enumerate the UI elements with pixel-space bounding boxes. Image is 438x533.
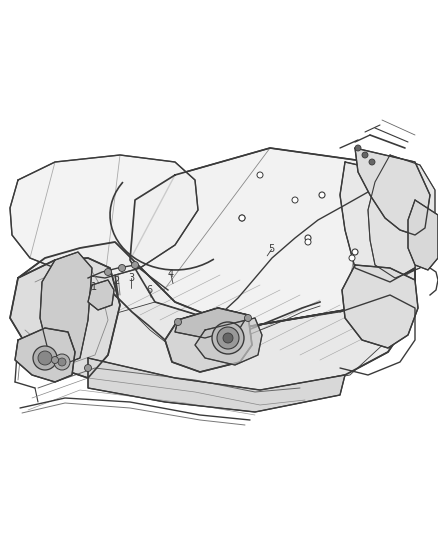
Circle shape bbox=[292, 197, 298, 203]
Circle shape bbox=[369, 159, 375, 165]
Polygon shape bbox=[130, 148, 415, 328]
Circle shape bbox=[174, 319, 181, 326]
Polygon shape bbox=[88, 358, 345, 412]
Circle shape bbox=[223, 333, 233, 343]
Polygon shape bbox=[165, 308, 252, 372]
Polygon shape bbox=[175, 308, 248, 338]
Text: 4: 4 bbox=[168, 269, 174, 279]
Circle shape bbox=[52, 357, 59, 364]
Polygon shape bbox=[355, 148, 430, 235]
Polygon shape bbox=[340, 162, 420, 282]
Text: 3: 3 bbox=[128, 273, 134, 283]
Circle shape bbox=[58, 358, 66, 366]
Circle shape bbox=[239, 215, 245, 221]
Text: 5: 5 bbox=[268, 245, 275, 254]
Circle shape bbox=[85, 365, 92, 372]
Circle shape bbox=[217, 327, 239, 349]
Circle shape bbox=[305, 239, 311, 245]
Circle shape bbox=[362, 152, 368, 158]
Circle shape bbox=[305, 235, 311, 241]
Polygon shape bbox=[10, 155, 198, 278]
Polygon shape bbox=[195, 318, 262, 365]
Polygon shape bbox=[58, 270, 415, 392]
Circle shape bbox=[54, 354, 70, 370]
Circle shape bbox=[131, 262, 138, 269]
Circle shape bbox=[33, 346, 57, 370]
Circle shape bbox=[105, 269, 112, 276]
Polygon shape bbox=[342, 265, 418, 348]
Circle shape bbox=[257, 172, 263, 178]
Circle shape bbox=[349, 255, 355, 261]
Text: 1: 1 bbox=[91, 282, 97, 292]
Polygon shape bbox=[15, 328, 75, 382]
Polygon shape bbox=[88, 280, 114, 310]
Circle shape bbox=[352, 249, 358, 255]
Polygon shape bbox=[40, 252, 92, 365]
Circle shape bbox=[319, 192, 325, 198]
Circle shape bbox=[38, 351, 52, 365]
Circle shape bbox=[212, 322, 244, 354]
Circle shape bbox=[239, 215, 245, 221]
Polygon shape bbox=[368, 155, 435, 278]
Circle shape bbox=[355, 145, 361, 151]
Text: 2: 2 bbox=[113, 277, 119, 286]
Circle shape bbox=[119, 264, 126, 271]
Circle shape bbox=[244, 314, 251, 321]
Polygon shape bbox=[10, 258, 120, 378]
Polygon shape bbox=[408, 200, 438, 270]
Polygon shape bbox=[15, 242, 415, 392]
Text: 6: 6 bbox=[147, 286, 153, 295]
